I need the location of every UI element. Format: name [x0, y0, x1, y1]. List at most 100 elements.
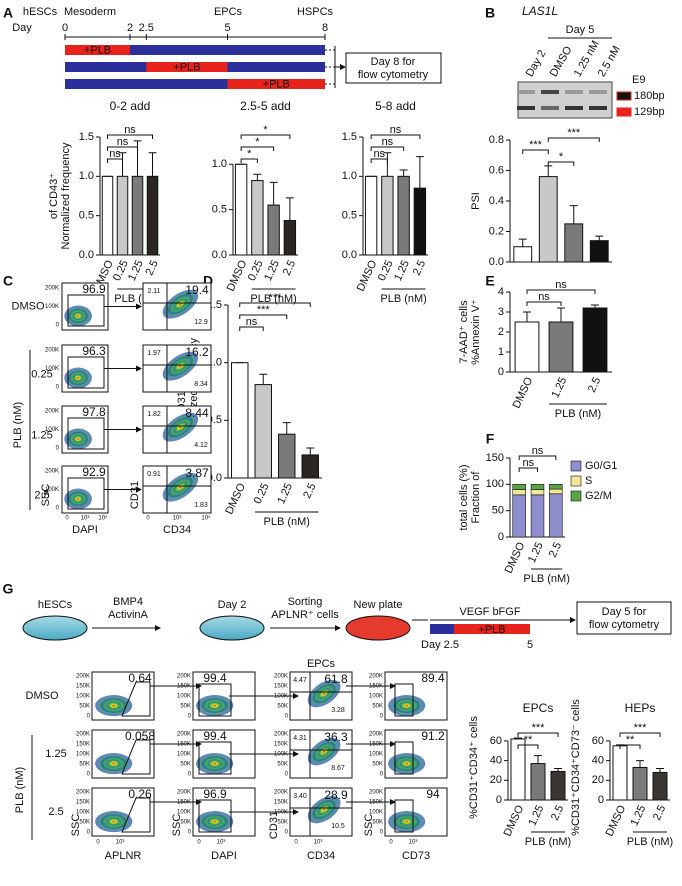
stage-label: HSPCs: [297, 6, 334, 18]
y-tick-label: 0: [598, 794, 604, 806]
flow-y-tick: 0: [285, 830, 289, 836]
dish: [199, 615, 265, 641]
flow-x-tick: 0: [146, 516, 150, 522]
bar: [146, 175, 159, 256]
bar: [538, 176, 558, 263]
legend-swatch: [570, 460, 582, 472]
flow-y-tick: 150K: [369, 800, 383, 806]
gate: [394, 741, 414, 775]
sig-bracket: [526, 301, 562, 306]
y-tick-label: 150: [486, 452, 504, 464]
day-label: Day 2.5: [421, 639, 459, 651]
density: [72, 373, 84, 383]
flow-y-tick: 0: [380, 772, 384, 778]
flow-y-tick: 100K: [177, 694, 191, 700]
timeline-blue: [430, 624, 454, 634]
y-tick-label: 4: [498, 286, 504, 298]
quad-value: 4.12: [194, 442, 208, 449]
growth: VEGF bFGF: [459, 606, 520, 618]
y-tick-label: 0.8: [489, 134, 504, 146]
flow-y-tick: 50K: [180, 762, 191, 768]
flow-y-tick: 150K: [369, 684, 383, 690]
bar: [283, 220, 297, 256]
band-size: 180bp: [634, 90, 665, 102]
x-axis-label: PLB (nM): [523, 573, 569, 585]
quad-value: 8.67: [331, 765, 345, 772]
density: [173, 481, 188, 493]
quad-value: 1.82: [147, 411, 161, 418]
treatment: [146, 62, 228, 72]
density: [399, 701, 415, 710]
stage-label: New plate: [354, 599, 403, 611]
flow-y-tick: 50K: [372, 762, 383, 768]
gate: [67, 477, 105, 510]
gel: [517, 81, 613, 119]
density: [207, 817, 223, 826]
flow-y-tick: 200K: [177, 790, 191, 796]
quad-value: 19.4: [185, 283, 209, 297]
bar: [231, 362, 249, 479]
bar-segment: [512, 494, 526, 538]
flow-y-tick: 100K: [76, 694, 90, 700]
sig-bracket: [107, 158, 123, 163]
sig-label: **: [524, 734, 533, 746]
gel-band: [565, 90, 583, 94]
flow-x-axis: DAPI: [72, 524, 98, 536]
y-axis-label: total cells (%): [458, 464, 470, 530]
flow-y-tick: 200K: [45, 409, 59, 415]
flow-y-tick: 50K: [79, 820, 90, 826]
legend-label: G0/G1: [585, 460, 617, 472]
flow-y-tick: 50K: [79, 762, 90, 768]
sig-bracket: [518, 467, 538, 472]
flow-x-axis: APLNR: [105, 850, 142, 862]
flow-x-tick: 0: [197, 840, 201, 846]
error-bar: [656, 767, 664, 773]
x-tick-label: 2.5: [586, 375, 603, 394]
x-tick-label: 2.5: [281, 258, 298, 277]
flow-x-axis: CD34: [307, 850, 335, 862]
y-tick-label: 40: [490, 755, 502, 767]
bar-segment: [512, 489, 526, 496]
treatment: [227, 79, 325, 89]
flow-y-tick: 100K: [76, 810, 90, 816]
flow-x-tick: 10⁵: [98, 515, 108, 522]
density: [399, 759, 415, 768]
y-tick-label: 0.0: [342, 249, 357, 261]
lane-label: DMSO: [548, 44, 575, 79]
y-tick-label: 0.0: [489, 256, 504, 268]
bar-segment: [549, 493, 563, 538]
row-label: 2.5: [48, 806, 63, 818]
density: [207, 759, 223, 768]
density: [173, 298, 188, 310]
error-bar: [514, 737, 522, 739]
x-tick-label: 2.5: [549, 803, 566, 822]
flow-x-axis: DAPI: [211, 850, 237, 862]
sig-label: ns: [246, 316, 258, 328]
bar: [101, 175, 114, 256]
density: [72, 434, 84, 444]
error-bar: [383, 152, 392, 177]
density: [72, 494, 84, 504]
row-label: DMSO: [26, 690, 59, 702]
density: [207, 701, 223, 710]
flow-y-tick: 150K: [76, 800, 90, 806]
flow-x-tick: 10³: [314, 840, 323, 846]
x-tick-label: 1.25: [275, 481, 295, 505]
flow-y-tick: 0: [56, 506, 60, 512]
gel-band: [541, 90, 559, 94]
bar: [131, 175, 144, 256]
chart-title: 5-8 add: [375, 99, 416, 113]
flow-y-tick: 200K: [76, 674, 90, 680]
bar: [234, 163, 248, 256]
gate: [394, 799, 414, 833]
sig-label: ***: [532, 722, 546, 734]
row-label: DMSO: [12, 300, 45, 312]
flow-y-tick: 100K: [45, 366, 59, 372]
density: [106, 701, 122, 710]
flow-y-axis: SSC: [171, 814, 183, 837]
quad-value: 1.97: [147, 350, 161, 357]
legend-swatch: [570, 475, 582, 487]
y-tick-label: 50: [492, 505, 504, 517]
flow-y-tick: 0: [87, 830, 91, 836]
sig-bracket: [517, 744, 539, 749]
